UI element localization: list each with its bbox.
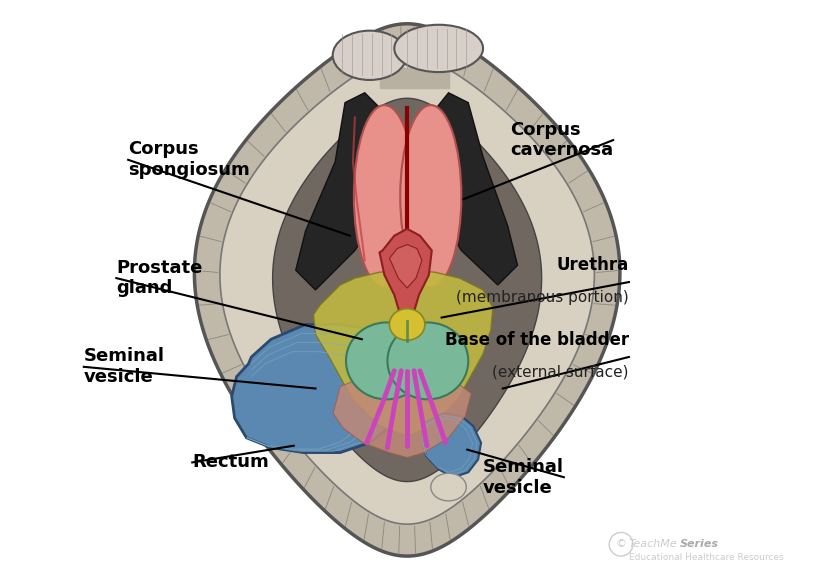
Polygon shape <box>389 245 422 288</box>
Polygon shape <box>314 270 493 436</box>
Text: Urethra: Urethra <box>557 256 629 274</box>
Ellipse shape <box>333 31 406 80</box>
Polygon shape <box>379 229 432 320</box>
Text: Seminal
vesicle: Seminal vesicle <box>483 458 564 496</box>
Text: Seminal
vesicle: Seminal vesicle <box>84 348 165 386</box>
Ellipse shape <box>354 105 415 287</box>
Text: (membranous portion): (membranous portion) <box>456 290 629 305</box>
Text: (external surface): (external surface) <box>493 365 629 380</box>
Text: Rectum: Rectum <box>192 454 269 471</box>
Text: Prostate
gland: Prostate gland <box>117 259 203 298</box>
Ellipse shape <box>388 323 468 400</box>
Polygon shape <box>416 93 517 285</box>
Polygon shape <box>220 56 594 524</box>
Polygon shape <box>232 324 414 453</box>
Ellipse shape <box>400 105 461 287</box>
Text: Corpus
spongiosum: Corpus spongiosum <box>128 140 250 179</box>
Ellipse shape <box>394 25 483 72</box>
Text: Series: Series <box>680 539 719 549</box>
Ellipse shape <box>389 309 425 340</box>
Polygon shape <box>273 98 542 482</box>
Ellipse shape <box>431 473 466 501</box>
Polygon shape <box>195 24 620 556</box>
Polygon shape <box>422 413 481 477</box>
Polygon shape <box>296 93 402 290</box>
Text: TeachMe: TeachMe <box>629 539 677 549</box>
Text: Corpus
cavernosa: Corpus cavernosa <box>510 121 613 160</box>
Text: Base of the bladder: Base of the bladder <box>445 331 629 349</box>
Text: ©: © <box>616 539 626 549</box>
Text: Educational Healthcare Resources: Educational Healthcare Resources <box>629 552 783 561</box>
Ellipse shape <box>346 323 427 400</box>
Polygon shape <box>333 369 471 458</box>
